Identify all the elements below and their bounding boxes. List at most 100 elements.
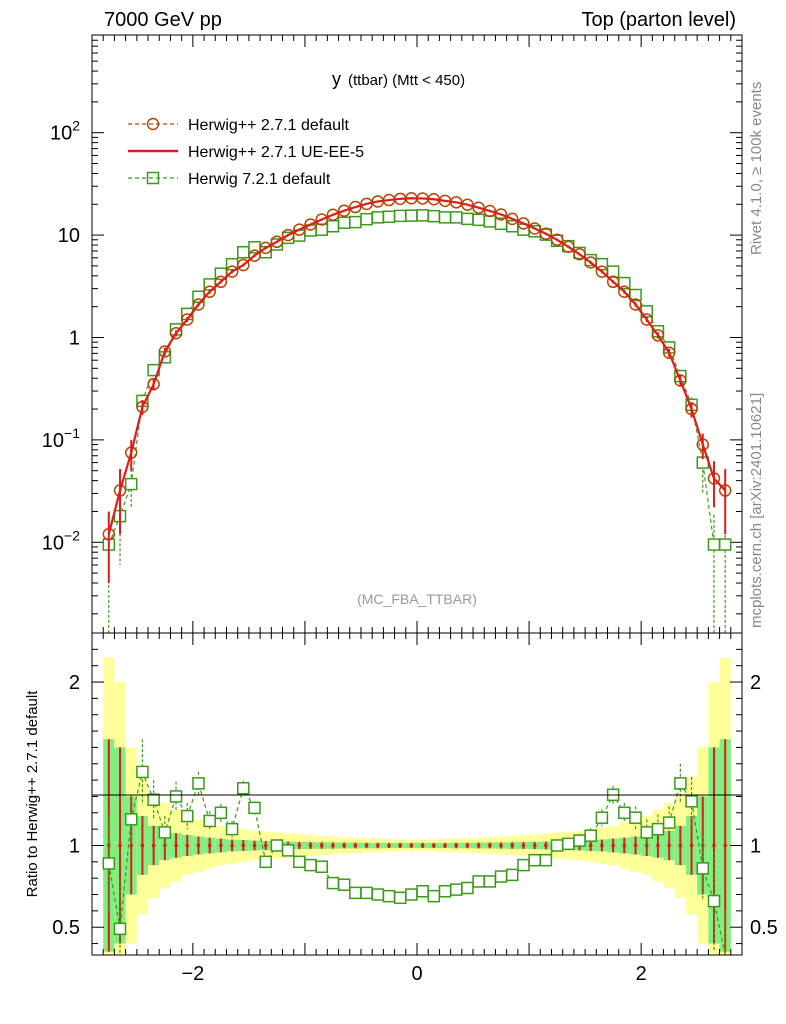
- marker-default: [539, 227, 553, 241]
- ratio-marker-herwig7: [405, 888, 418, 901]
- legend-label-default: Herwig++ 2.7.1 default: [188, 117, 350, 134]
- marker-herwig7: [416, 209, 429, 222]
- ratio-point-reference: [174, 843, 178, 848]
- marker-default: [640, 313, 653, 326]
- marker-default: [528, 222, 541, 235]
- marker-herwig7: [438, 211, 452, 224]
- ratio-marker-herwig7: [416, 885, 429, 898]
- ratio-marker-herwig7: [326, 876, 340, 890]
- ratio-marker-herwig7: [506, 868, 519, 882]
- ratio-marker-herwig7: [562, 837, 575, 851]
- ratio-marker-herwig7: [595, 811, 609, 824]
- ratio-point-reference: [611, 843, 615, 848]
- ratio-marker-herwig7: [214, 806, 228, 820]
- series-line-ueee5: [107, 197, 726, 535]
- legend-marker-square: [146, 171, 160, 185]
- marker-herwig7: [237, 245, 250, 259]
- header-observable-group: Top (parton level): [581, 9, 736, 31]
- legend-marker-circle: [146, 117, 160, 131]
- series-line-herwig7: [108, 214, 726, 546]
- ratio-marker-herwig7: [696, 862, 710, 875]
- marker-herwig7: [449, 211, 463, 224]
- ratio-point-reference: [230, 843, 234, 848]
- ratio-point-reference: [465, 843, 470, 848]
- marker-default: [472, 201, 485, 214]
- ratio-marker-herwig7: [427, 889, 441, 903]
- ratio-point-reference: [678, 843, 683, 848]
- marker-default: [237, 258, 250, 272]
- ratio-marker-herwig7: [517, 858, 530, 872]
- marker-herwig7: [483, 215, 497, 228]
- ratio-marker-herwig7: [461, 881, 474, 895]
- ratio-marker-herwig7: [483, 875, 497, 888]
- ratio-marker-herwig7: [113, 922, 127, 936]
- marker-default: [517, 217, 530, 230]
- marker-default: [461, 198, 474, 211]
- ratio-point-reference: [600, 843, 604, 848]
- ratio-y-tick-label: 0.5: [52, 917, 80, 939]
- ratio-y-tick-label: 1: [69, 835, 80, 857]
- x-tick-label: 0: [411, 963, 422, 985]
- y-tick-label-exponent: 2: [72, 118, 80, 134]
- ratio-marker-herwig7: [584, 829, 597, 842]
- ratio-marker-herwig7: [225, 822, 239, 836]
- ratio-marker-herwig7: [158, 826, 172, 839]
- ratio-marker-herwig7: [293, 855, 306, 869]
- y-tick-label-exponent: −2: [64, 527, 80, 543]
- ratio-point-reference: [342, 843, 346, 848]
- ratio-marker-herwig7: [393, 891, 407, 905]
- marker-default: [550, 233, 564, 247]
- y-tick-label-base: 10: [42, 430, 64, 452]
- marker-default: [225, 265, 239, 278]
- ratio-point-reference: [219, 843, 223, 848]
- ratio-point-reference: [656, 843, 660, 848]
- ratio-y-tick-label-right: 1: [750, 835, 761, 857]
- ratio-marker-herwig7: [662, 816, 676, 829]
- x-tick-label: 2: [636, 963, 647, 985]
- marker-default: [304, 218, 317, 231]
- ratio-point-reference: [387, 843, 391, 848]
- y-tick-label: 102: [50, 118, 80, 145]
- ratio-point-reference: [544, 843, 548, 848]
- ratio-marker-herwig7: [449, 883, 463, 896]
- marker-default: [494, 208, 508, 221]
- marker-default: [203, 285, 216, 298]
- marker-herwig7: [461, 212, 474, 226]
- ratio-marker-herwig7: [136, 765, 149, 779]
- marker-default: [315, 213, 328, 226]
- marker-default: [651, 329, 665, 342]
- legend: Herwig++ 2.7.1 default Herwig++ 2.7.1 UE…: [128, 117, 364, 188]
- y-tick-label-base: 10: [58, 225, 80, 247]
- ratio-marker-herwig7: [629, 811, 642, 824]
- ratio-point-reference: [432, 843, 436, 848]
- series-line-default: [108, 197, 726, 535]
- marker-default: [483, 204, 497, 218]
- analysis-watermark: (MC_FBA_TTBAR): [357, 591, 477, 607]
- ratio-marker-herwig7: [360, 886, 373, 900]
- marker-default: [169, 327, 183, 340]
- ratio-point-reference: [712, 843, 716, 848]
- marker-default: [248, 249, 261, 262]
- marker-herwig7: [349, 215, 362, 229]
- ratio-point-reference: [667, 843, 671, 848]
- ratio-point-reference: [454, 843, 459, 848]
- legend-label-ueee5: Herwig++ 2.7.1 UE-EE-5: [188, 144, 364, 161]
- ratio-point-reference: [118, 843, 122, 848]
- marker-default: [562, 240, 575, 253]
- ratio-point-reference: [151, 843, 156, 848]
- y-tick-label: 1: [69, 327, 80, 349]
- ratio-point-reference: [398, 843, 402, 848]
- marker-default: [270, 235, 284, 249]
- ratio-point-reference: [196, 843, 201, 848]
- ratio-marker-herwig7: [438, 885, 452, 898]
- ratio-marker-herwig7: [169, 790, 183, 803]
- ratio-marker-herwig7: [651, 822, 665, 836]
- marker-herwig7: [718, 538, 732, 551]
- ratio-point-reference: [263, 843, 268, 848]
- ratio-point-reference: [163, 843, 167, 848]
- marker-default: [584, 256, 597, 269]
- y-tick-label: 10−1: [42, 425, 80, 452]
- ratio-marker-herwig7: [618, 806, 631, 820]
- ratio-point-reference: [622, 843, 627, 848]
